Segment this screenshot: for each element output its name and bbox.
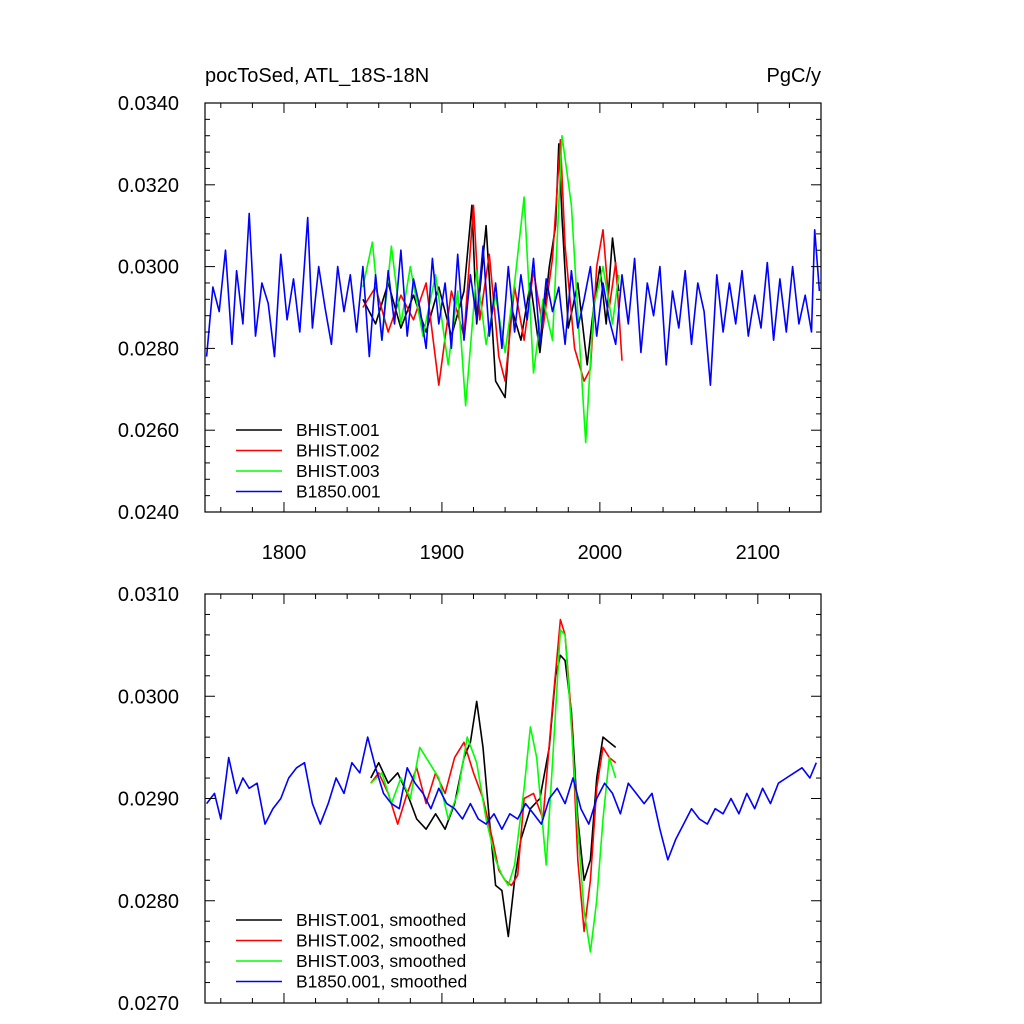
x-tick-label: 1900 <box>420 542 465 564</box>
series-line-3 <box>205 736 818 861</box>
series-line-1 <box>370 618 617 933</box>
legend-label: B1850.001 <box>296 482 381 502</box>
y-tick-label: 0.0320 <box>118 175 179 197</box>
series-line-3 <box>205 212 821 386</box>
y-tick-label: 0.0270 <box>118 993 179 1015</box>
series-line-2 <box>370 629 617 953</box>
y-tick-label: 0.0300 <box>118 257 179 279</box>
legend-label: BHIST.003, smoothed <box>296 951 466 971</box>
units-label: PgC/y <box>767 65 821 87</box>
x-tick-label: 1800 <box>262 542 307 564</box>
legend-label: BHIST.002, smoothed <box>296 931 466 951</box>
plot-area: 0.0240 0.0260 0.0280 0.0300 0.0320 0.0340 1800… <box>118 93 822 564</box>
x-tick-label: 2100 <box>736 542 781 564</box>
y-tick-label: 0.0290 <box>118 789 179 811</box>
x-tick-label: 2000 <box>578 542 623 564</box>
series-line-0 <box>370 654 617 938</box>
legend-label: B1850.001, smoothed <box>296 972 467 992</box>
plot-area: 0.0270 0.0280 0.0290 0.0300 0.0310 BHIST.001,… <box>118 584 822 1015</box>
legend-label: BHIST.002 <box>296 441 380 461</box>
y-tick-label: 0.0340 <box>118 93 179 115</box>
plot-frame <box>204 102 822 513</box>
bottom-panel: 0.0270 0.0280 0.0290 0.0300 0.0310 BHIST.001,… <box>118 584 822 1015</box>
y-tick-label: 0.0280 <box>118 891 179 913</box>
legend-label: BHIST.001, smoothed <box>296 910 466 930</box>
top-panel: pocToSed, ATL_18S-18N PgC/y 0.0240 0.0260… <box>118 65 822 564</box>
y-tick-label: 0.0260 <box>118 420 179 442</box>
series-line-2 <box>362 134 620 444</box>
y-tick-label: 0.0300 <box>118 686 179 708</box>
y-tick-label: 0.0240 <box>118 502 179 524</box>
y-tick-label: 0.0280 <box>118 338 179 360</box>
y-tick-label: 0.0310 <box>118 584 179 606</box>
chart-title: pocToSed, ATL_18S-18N <box>205 65 429 87</box>
legend-label: BHIST.001 <box>296 420 380 440</box>
legend-label: BHIST.003 <box>296 461 380 481</box>
